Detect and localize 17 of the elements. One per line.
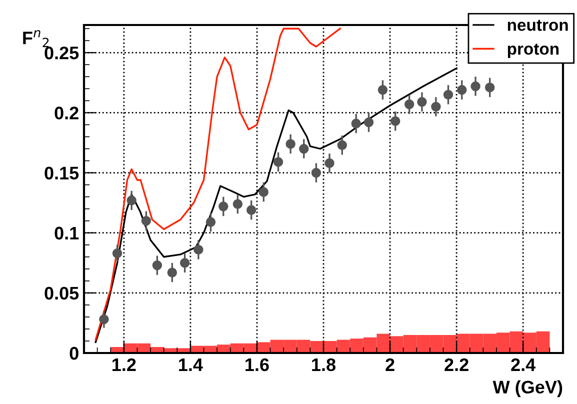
y-tick-label: 0.05	[44, 286, 79, 300]
legend-label: neutron	[508, 20, 568, 31]
y-axis-title: F$^{n}$$_{2}$	[23, 30, 49, 48]
y-tick-label: 0.2	[54, 106, 78, 120]
x-tick-label: 2.2	[444, 358, 468, 371]
x-tick-label: 1.2	[112, 358, 136, 371]
legend-label: proton	[508, 44, 559, 58]
x-tick-label: 1.8	[312, 358, 336, 372]
y-tick-label: 0.25	[44, 46, 79, 60]
y-tick-label: 0.1	[54, 226, 79, 240]
x-tick-label: 1.6	[246, 358, 269, 372]
y-tick-label: 0	[70, 346, 78, 360]
x-tick-label: 1.4	[179, 358, 203, 371]
x-tick-label: 2	[386, 358, 394, 371]
x-tick-label: 2.4	[511, 358, 536, 371]
y-tick-label: 0.15	[44, 166, 79, 180]
x-axis-title: W (GeV)	[492, 380, 562, 398]
